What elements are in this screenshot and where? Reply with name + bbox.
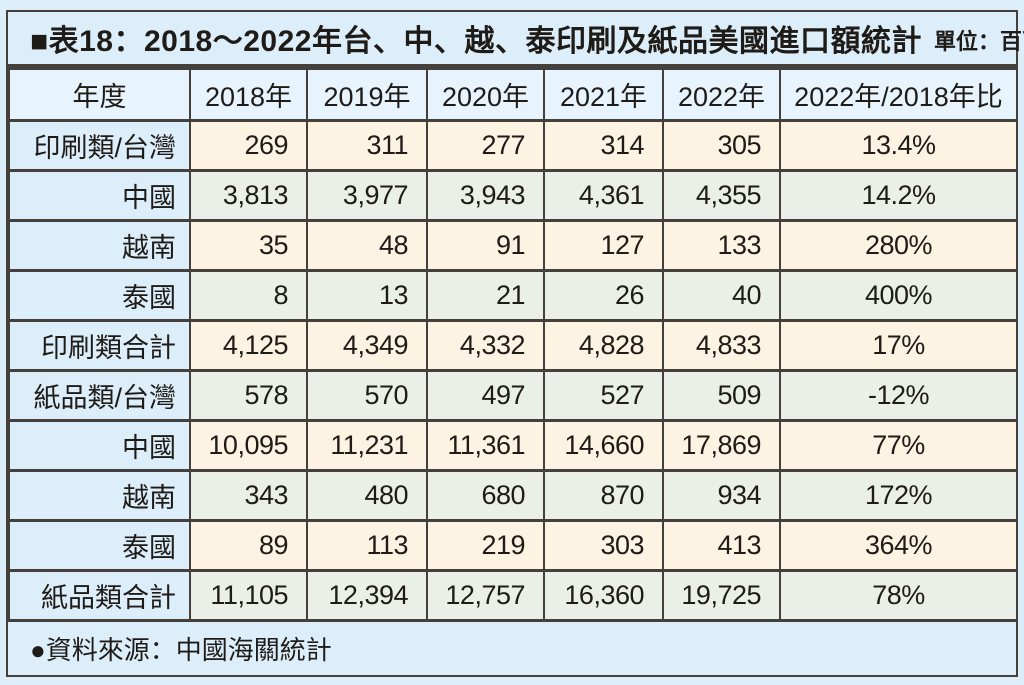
source-bar: ●資料來源：中國海關統計: [8, 622, 1016, 675]
row-label: 越南: [8, 469, 191, 522]
value-cell: 303: [543, 519, 664, 572]
row-label: 印刷類合計: [8, 319, 191, 372]
table-title-bar: ■表18：2018～2022年台、中、越、泰印刷及紙品美國進口額統計 單位：百萬…: [8, 12, 1024, 67]
value-cell: 311: [306, 119, 428, 172]
source-note: ●資料來源：中國海關統計: [30, 635, 332, 665]
ratio-cell: 17%: [779, 319, 1018, 372]
header-2018: 2018年: [189, 67, 308, 122]
value-cell: 4,355: [662, 169, 781, 222]
value-cell: 48: [306, 219, 428, 272]
header-2022: 2022年: [662, 67, 781, 122]
row-label: 紙品類合計: [8, 569, 191, 622]
table-row: 印刷類/台灣 269 311 277 314 305 13.4%: [8, 119, 1018, 172]
value-cell: 3,977: [306, 169, 428, 222]
value-cell: 527: [543, 369, 664, 422]
value-cell: 14,660: [543, 419, 664, 472]
header-2021: 2021年: [543, 67, 664, 122]
value-cell: 4,833: [662, 319, 781, 372]
value-cell: 934: [662, 469, 781, 522]
row-label: 紙品類/台灣: [8, 369, 191, 422]
row-label: 中國: [8, 169, 191, 222]
value-cell: 11,231: [306, 419, 428, 472]
table-row: 越南 35 48 91 127 133 280%: [8, 219, 1018, 272]
value-cell: 480: [306, 469, 428, 522]
value-cell: 40: [662, 269, 781, 322]
table-row: 中國 3,813 3,977 3,943 4,361 4,355 14.2%: [8, 169, 1018, 222]
ratio-cell: 172%: [779, 469, 1018, 522]
header-2019: 2019年: [306, 67, 428, 122]
value-cell: 4,828: [543, 319, 664, 372]
value-cell: 12,394: [306, 569, 428, 622]
value-cell: 277: [426, 119, 545, 172]
table-title: ■表18：2018～2022年台、中、越、泰印刷及紙品美國進口額統計: [30, 25, 922, 58]
value-cell: 26: [543, 269, 664, 322]
ratio-cell: 400%: [779, 269, 1018, 322]
value-cell: 870: [543, 469, 664, 522]
header-ratio: 2022年/2018年比: [779, 67, 1018, 122]
value-cell: 509: [662, 369, 781, 422]
value-cell: 413: [662, 519, 781, 572]
ratio-cell: 78%: [779, 569, 1018, 622]
value-cell: 10,095: [189, 419, 308, 472]
table-row: 越南 343 480 680 870 934 172%: [8, 469, 1018, 522]
value-cell: 4,349: [306, 319, 428, 372]
value-cell: 314: [543, 119, 664, 172]
table-row: 印刷類合計 4,125 4,349 4,332 4,828 4,833 17%: [8, 319, 1018, 372]
ratio-cell: 77%: [779, 419, 1018, 472]
unit-label: 單位：百萬美元: [933, 29, 1024, 54]
value-cell: 35: [189, 219, 308, 272]
value-cell: 133: [662, 219, 781, 272]
value-cell: 13: [306, 269, 428, 322]
header-2020: 2020年: [426, 67, 545, 122]
table-row: 中國 10,095 11,231 11,361 14,660 17,869 77…: [8, 419, 1018, 472]
value-cell: 570: [306, 369, 428, 422]
row-label: 越南: [8, 219, 191, 272]
value-cell: 3,943: [426, 169, 545, 222]
import-stats-table: 年度 2018年 2019年 2020年 2021年 2022年 2022年/2…: [8, 67, 1018, 622]
ratio-cell: 13.4%: [779, 119, 1018, 172]
header-year-label: 年度: [8, 67, 191, 122]
value-cell: 19,725: [662, 569, 781, 622]
value-cell: 4,332: [426, 319, 545, 372]
table-row: 泰國 89 113 219 303 413 364%: [8, 519, 1018, 572]
table-frame: ■表18：2018～2022年台、中、越、泰印刷及紙品美國進口額統計 單位：百萬…: [6, 10, 1024, 677]
header-row: 年度 2018年 2019年 2020年 2021年 2022年 2022年/2…: [8, 67, 1018, 122]
value-cell: 16,360: [543, 569, 664, 622]
ratio-cell: 364%: [779, 519, 1018, 572]
value-cell: 12,757: [426, 569, 545, 622]
value-cell: 113: [306, 519, 428, 572]
value-cell: 680: [426, 469, 545, 522]
value-cell: 4,125: [189, 319, 308, 372]
value-cell: 89: [189, 519, 308, 572]
value-cell: 17,869: [662, 419, 781, 472]
value-cell: 497: [426, 369, 545, 422]
value-cell: 343: [189, 469, 308, 522]
ratio-cell: -12%: [779, 369, 1018, 422]
value-cell: 4,361: [543, 169, 664, 222]
row-label: 印刷類/台灣: [8, 119, 191, 172]
value-cell: 269: [189, 119, 308, 172]
value-cell: 91: [426, 219, 545, 272]
ratio-cell: 14.2%: [779, 169, 1018, 222]
row-label: 泰國: [8, 519, 191, 572]
value-cell: 11,361: [426, 419, 545, 472]
value-cell: 11,105: [189, 569, 308, 622]
value-cell: 219: [426, 519, 545, 572]
value-cell: 3,813: [189, 169, 308, 222]
value-cell: 305: [662, 119, 781, 172]
value-cell: 578: [189, 369, 308, 422]
value-cell: 8: [189, 269, 308, 322]
value-cell: 127: [543, 219, 664, 272]
table-row: 紙品類合計 11,105 12,394 12,757 16,360 19,725…: [8, 569, 1018, 622]
value-cell: 21: [426, 269, 545, 322]
table-row: 泰國 8 13 21 26 40 400%: [8, 269, 1018, 322]
table-row: 紙品類/台灣 578 570 497 527 509 -12%: [8, 369, 1018, 422]
ratio-cell: 280%: [779, 219, 1018, 272]
row-label: 泰國: [8, 269, 191, 322]
row-label: 中國: [8, 419, 191, 472]
